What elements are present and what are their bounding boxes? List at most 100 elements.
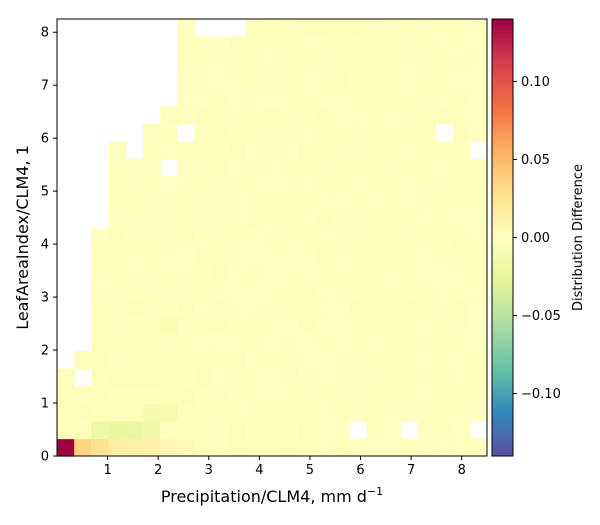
- heatmap-cell: [401, 141, 419, 160]
- heatmap-cell: [280, 36, 299, 55]
- heatmap-cell: [452, 316, 471, 335]
- heatmap-cell: [108, 281, 127, 300]
- heatmap-cell: [74, 351, 92, 370]
- colorbar-tick-label: 0.10: [521, 75, 550, 90]
- heatmap-cell: [366, 246, 385, 265]
- heatmap-cell: [366, 211, 385, 230]
- heatmap-cell: [366, 106, 385, 125]
- heatmap-cell: [469, 403, 488, 422]
- heatmap-cell: [452, 333, 471, 352]
- heatmap-cell: [263, 88, 282, 107]
- heatmap-cell: [280, 281, 299, 300]
- heatmap-cell: [435, 298, 454, 317]
- heatmap-cell: [435, 193, 454, 212]
- heatmap-cell: [91, 403, 110, 422]
- heatmap-cell: [263, 316, 282, 335]
- heatmap-cell: [108, 176, 127, 195]
- heatmap-cell: [160, 438, 178, 457]
- heatmap-cell: [280, 106, 299, 125]
- heatmap-cell: [177, 19, 196, 38]
- heatmap-cell: [418, 106, 436, 125]
- heatmap-cell: [401, 176, 419, 195]
- heatmap-cell: [349, 228, 368, 247]
- heatmap-cell: [143, 176, 161, 195]
- heatmap-cell: [349, 141, 368, 160]
- heatmap-cell: [229, 316, 247, 335]
- heatmap-cell: [211, 53, 230, 73]
- heatmap-cell: [177, 53, 196, 73]
- heatmap-cell: [401, 438, 419, 457]
- heatmap-cell: [125, 281, 144, 300]
- heatmap-cell: [297, 421, 316, 440]
- heatmap-cell: [229, 403, 247, 422]
- heatmap-cell: [401, 228, 419, 247]
- heatmap-cell: [194, 263, 213, 282]
- heatmap-cell: [383, 316, 402, 335]
- heatmap-cell: [194, 281, 213, 300]
- heatmap-cell: [297, 351, 316, 370]
- heatmap-cell: [246, 53, 264, 73]
- heatmap-cell: [297, 123, 316, 142]
- heatmap-cell: [435, 438, 454, 457]
- y-tick-label: 6: [41, 132, 49, 147]
- heatmap-cell: [418, 53, 436, 73]
- heatmap-cell: [125, 403, 144, 422]
- heatmap-cell: [160, 298, 178, 317]
- heatmap-cell: [315, 333, 333, 352]
- heatmap-cell: [91, 421, 110, 440]
- heatmap-cell: [280, 19, 299, 38]
- heatmap-cell: [280, 88, 299, 107]
- heatmap-cell: [229, 333, 247, 352]
- heatmap-cell: [177, 158, 196, 177]
- heatmap-cell: [263, 333, 282, 352]
- colorbar-ticks: 0.10 0.05 0.00 −0.05 −0.10: [513, 75, 561, 402]
- heatmap-cell: [177, 421, 196, 440]
- heatmap-cell: [229, 123, 247, 142]
- heatmap-cell: [263, 281, 282, 300]
- heatmap-cell: [366, 88, 385, 107]
- heatmap-cell: [125, 438, 144, 457]
- heatmap-cell: [263, 158, 282, 177]
- heatmap-cell: [91, 368, 110, 387]
- heatmap-cell: [143, 438, 161, 457]
- heatmap-cell: [177, 176, 196, 195]
- heatmap-cell: [211, 211, 230, 230]
- heatmap-cell: [125, 333, 144, 352]
- heatmap-cell: [263, 211, 282, 230]
- heatmap-cell: [383, 36, 402, 55]
- heatmap-cell: [435, 211, 454, 230]
- heatmap-cell: [383, 19, 402, 38]
- heatmap-cell: [57, 403, 75, 422]
- heatmap-cell: [332, 281, 350, 300]
- heatmap-cell: [194, 316, 213, 335]
- heatmap-cell: [401, 71, 419, 90]
- heatmap-cell: [108, 421, 127, 440]
- heatmap-cell: [280, 193, 299, 212]
- heatmap-cell: [401, 333, 419, 352]
- heatmap-cell: [366, 351, 385, 370]
- heatmap-cell: [229, 71, 247, 90]
- heatmap-cell: [177, 141, 196, 160]
- heatmap-cell: [418, 386, 436, 405]
- heatmap-cell: [435, 263, 454, 282]
- heatmap-cell: [469, 333, 488, 352]
- heatmap-cell: [160, 193, 178, 212]
- colorbar-label: Distribution Difference: [571, 164, 586, 311]
- heatmap-cell: [366, 228, 385, 247]
- heatmap-cell: [143, 263, 161, 282]
- heatmap-cell: [297, 193, 316, 212]
- heatmap-cell: [401, 351, 419, 370]
- heatmap-cell: [211, 316, 230, 335]
- heatmap-cell: [315, 263, 333, 282]
- heatmap-cell: [332, 19, 350, 38]
- heatmap-cell: [383, 333, 402, 352]
- y-tick-label: 5: [41, 185, 49, 200]
- heatmap-cell: [125, 368, 144, 387]
- heatmap-cell: [315, 386, 333, 405]
- heatmap-cell: [315, 36, 333, 55]
- heatmap-cell: [246, 158, 264, 177]
- heatmap-cell: [315, 281, 333, 300]
- heatmap-cell: [418, 176, 436, 195]
- heatmap-cell: [108, 228, 127, 247]
- heatmap-cell: [435, 316, 454, 335]
